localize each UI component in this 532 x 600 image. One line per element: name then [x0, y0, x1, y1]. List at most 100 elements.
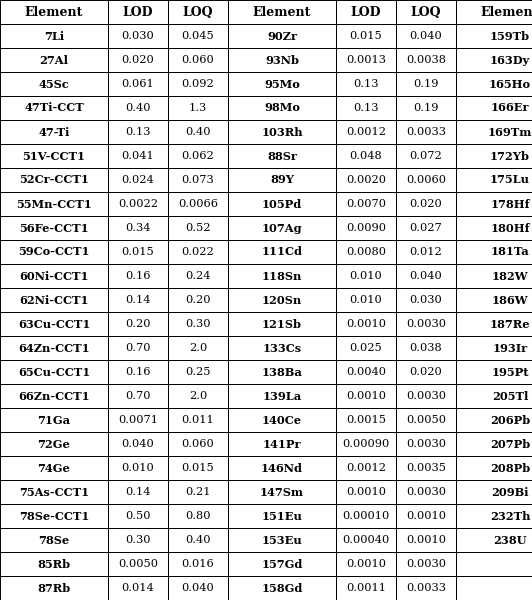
- Bar: [168, 408, 228, 432]
- Text: 0.40: 0.40: [125, 103, 151, 113]
- Bar: [0, 0, 108, 24]
- Text: 166Er: 166Er: [491, 103, 529, 113]
- Text: 0.34: 0.34: [125, 223, 151, 233]
- Bar: [396, 24, 456, 48]
- Text: 0.011: 0.011: [181, 415, 214, 425]
- Text: 0.012: 0.012: [410, 247, 443, 257]
- Bar: [0, 240, 108, 264]
- Bar: [456, 288, 532, 312]
- Bar: [168, 72, 228, 96]
- Bar: [108, 528, 168, 552]
- Text: 0.0030: 0.0030: [406, 439, 446, 449]
- Bar: [396, 384, 456, 408]
- Bar: [396, 552, 456, 576]
- Bar: [456, 576, 532, 600]
- Bar: [396, 480, 456, 504]
- Bar: [108, 576, 168, 600]
- Text: 0.40: 0.40: [185, 127, 211, 137]
- Text: 0.072: 0.072: [410, 151, 443, 161]
- Text: 0.038: 0.038: [410, 343, 443, 353]
- Text: 0.030: 0.030: [122, 31, 154, 41]
- Text: 0.13: 0.13: [353, 79, 379, 89]
- Bar: [396, 576, 456, 600]
- Text: 0.30: 0.30: [185, 319, 211, 329]
- Bar: [456, 480, 532, 504]
- Text: 78Se: 78Se: [38, 535, 70, 545]
- Bar: [168, 240, 228, 264]
- Text: 159Tb: 159Tb: [490, 31, 530, 41]
- Text: 0.20: 0.20: [185, 295, 211, 305]
- Text: 208Pb: 208Pb: [490, 463, 530, 473]
- Bar: [108, 168, 168, 192]
- Text: 182W: 182W: [492, 271, 528, 281]
- Bar: [228, 216, 336, 240]
- Text: 0.0010: 0.0010: [346, 559, 386, 569]
- Text: 0.062: 0.062: [181, 151, 214, 161]
- Bar: [168, 576, 228, 600]
- Bar: [228, 96, 336, 120]
- Bar: [456, 192, 532, 216]
- Text: 0.13: 0.13: [353, 103, 379, 113]
- Text: 0.020: 0.020: [410, 199, 443, 209]
- Bar: [228, 72, 336, 96]
- Bar: [0, 360, 108, 384]
- Text: 1.3: 1.3: [189, 103, 207, 113]
- Bar: [336, 408, 396, 432]
- Bar: [108, 0, 168, 24]
- Text: 0.0030: 0.0030: [406, 559, 446, 569]
- Text: 95Mo: 95Mo: [264, 79, 300, 89]
- Bar: [228, 552, 336, 576]
- Bar: [396, 192, 456, 216]
- Bar: [0, 336, 108, 360]
- Text: 0.21: 0.21: [185, 487, 211, 497]
- Text: 0.060: 0.060: [181, 439, 214, 449]
- Text: 232Th: 232Th: [490, 511, 530, 521]
- Text: 88Sr: 88Sr: [267, 151, 297, 161]
- Text: 0.0033: 0.0033: [406, 583, 446, 593]
- Text: 107Ag: 107Ag: [262, 223, 302, 233]
- Text: 87Rb: 87Rb: [37, 583, 71, 593]
- Bar: [108, 552, 168, 576]
- Bar: [228, 528, 336, 552]
- Text: 0.0060: 0.0060: [406, 175, 446, 185]
- Bar: [168, 168, 228, 192]
- Bar: [168, 552, 228, 576]
- Text: 0.30: 0.30: [125, 535, 151, 545]
- Bar: [0, 48, 108, 72]
- Text: 157Gd: 157Gd: [261, 559, 303, 569]
- Bar: [456, 504, 532, 528]
- Bar: [168, 432, 228, 456]
- Bar: [336, 264, 396, 288]
- Text: 0.0012: 0.0012: [346, 127, 386, 137]
- Text: 65Cu-CCT1: 65Cu-CCT1: [18, 367, 90, 377]
- Bar: [396, 432, 456, 456]
- Text: 0.16: 0.16: [125, 367, 151, 377]
- Text: 0.0013: 0.0013: [346, 55, 386, 65]
- Bar: [396, 360, 456, 384]
- Bar: [396, 528, 456, 552]
- Text: 0.0012: 0.0012: [346, 463, 386, 473]
- Bar: [396, 264, 456, 288]
- Bar: [108, 504, 168, 528]
- Bar: [108, 24, 168, 48]
- Bar: [168, 96, 228, 120]
- Text: 0.0030: 0.0030: [406, 487, 446, 497]
- Text: 60Ni-CCT1: 60Ni-CCT1: [19, 271, 89, 281]
- Bar: [336, 0, 396, 24]
- Bar: [336, 552, 396, 576]
- Bar: [0, 96, 108, 120]
- Text: 0.0010: 0.0010: [346, 319, 386, 329]
- Bar: [0, 288, 108, 312]
- Text: 0.14: 0.14: [125, 487, 151, 497]
- Text: 64Zn-CCT1: 64Zn-CCT1: [18, 343, 90, 353]
- Text: 89Y: 89Y: [270, 175, 294, 185]
- Bar: [0, 192, 108, 216]
- Bar: [228, 240, 336, 264]
- Text: 0.0033: 0.0033: [406, 127, 446, 137]
- Text: 146Nd: 146Nd: [261, 463, 303, 473]
- Bar: [108, 48, 168, 72]
- Bar: [336, 384, 396, 408]
- Text: 158Gd: 158Gd: [261, 583, 303, 593]
- Text: 0.50: 0.50: [125, 511, 151, 521]
- Text: 0.040: 0.040: [410, 31, 443, 41]
